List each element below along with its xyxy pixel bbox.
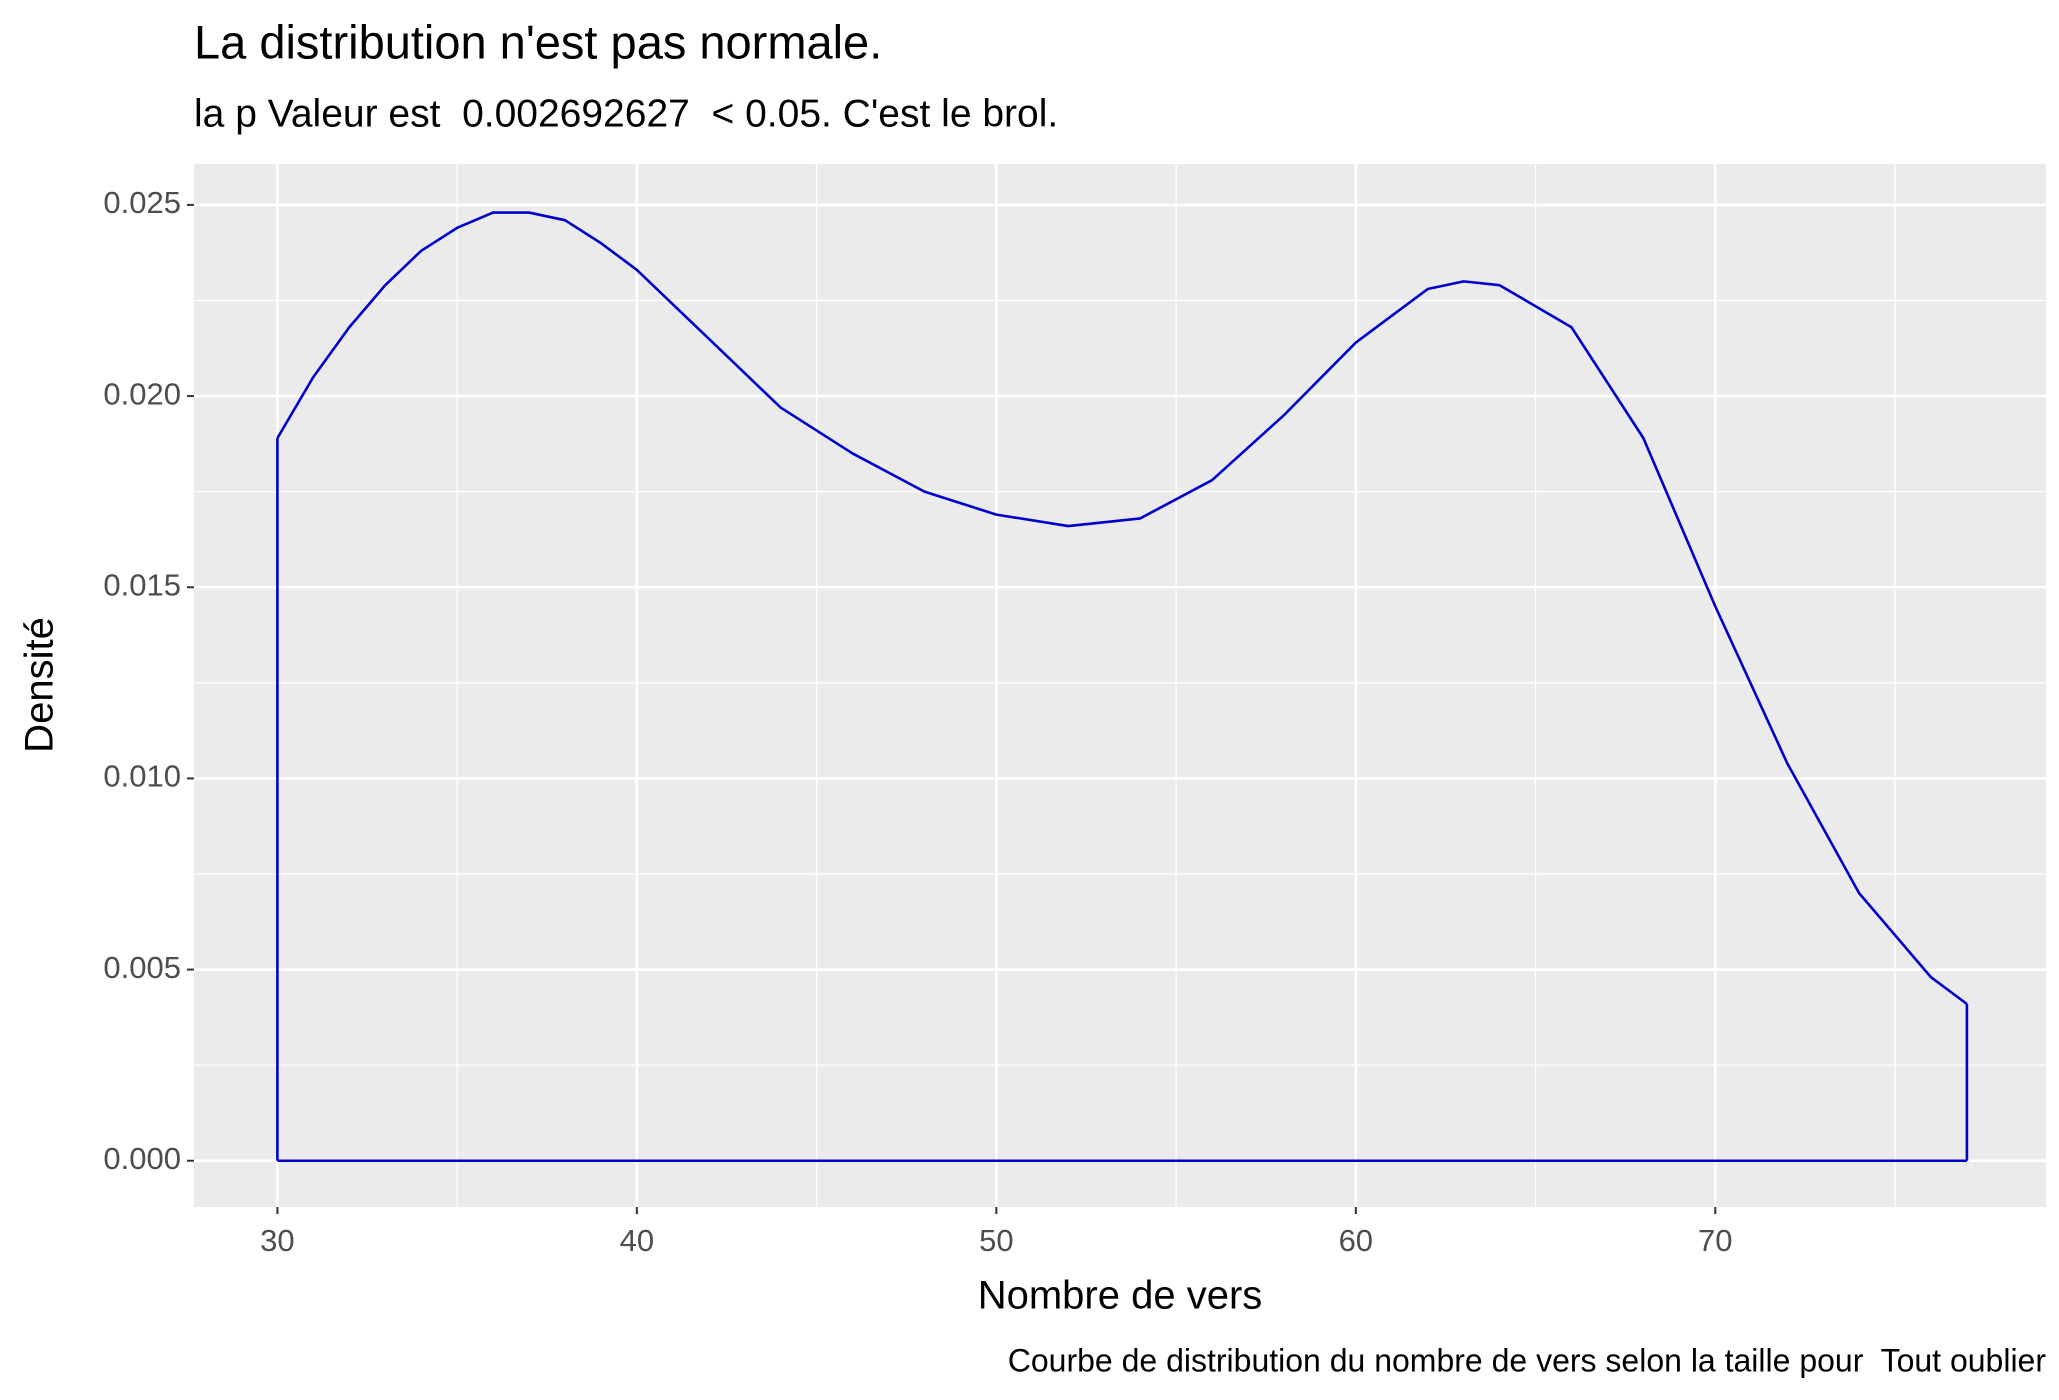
y-tick-label: 0.010 (103, 759, 181, 794)
x-tick-label: 40 (620, 1223, 654, 1258)
y-tick-label: 0.005 (103, 950, 181, 985)
marks (276, 211, 1969, 1163)
caption: Courbe de distribution du nombre de vers… (1008, 1342, 2047, 1378)
panel (194, 164, 2046, 1207)
y-tick-label: 0.015 (103, 567, 181, 602)
y-tick-label: 0.025 (103, 185, 181, 220)
density-edge (276, 438, 1969, 1161)
x-tick-label: 70 (1698, 1223, 1732, 1258)
grid (187, 164, 2046, 1214)
x-tick-label: 50 (979, 1223, 1013, 1258)
x-tick-label: 60 (1339, 1223, 1373, 1258)
x-axis-title: Nombre de vers (978, 1274, 1263, 1318)
chart-subtitle: la p Valeur est 0.002692627 < 0.05. C'es… (194, 92, 1058, 135)
density-line (276, 211, 1968, 1006)
x-tick-label: 30 (260, 1223, 294, 1258)
y-axis-title: Densité (18, 617, 62, 753)
y-tick-label: 0.000 (103, 1141, 181, 1176)
y-tick-label: 0.020 (103, 376, 181, 411)
chart-title: La distribution n'est pas normale. (194, 15, 882, 68)
